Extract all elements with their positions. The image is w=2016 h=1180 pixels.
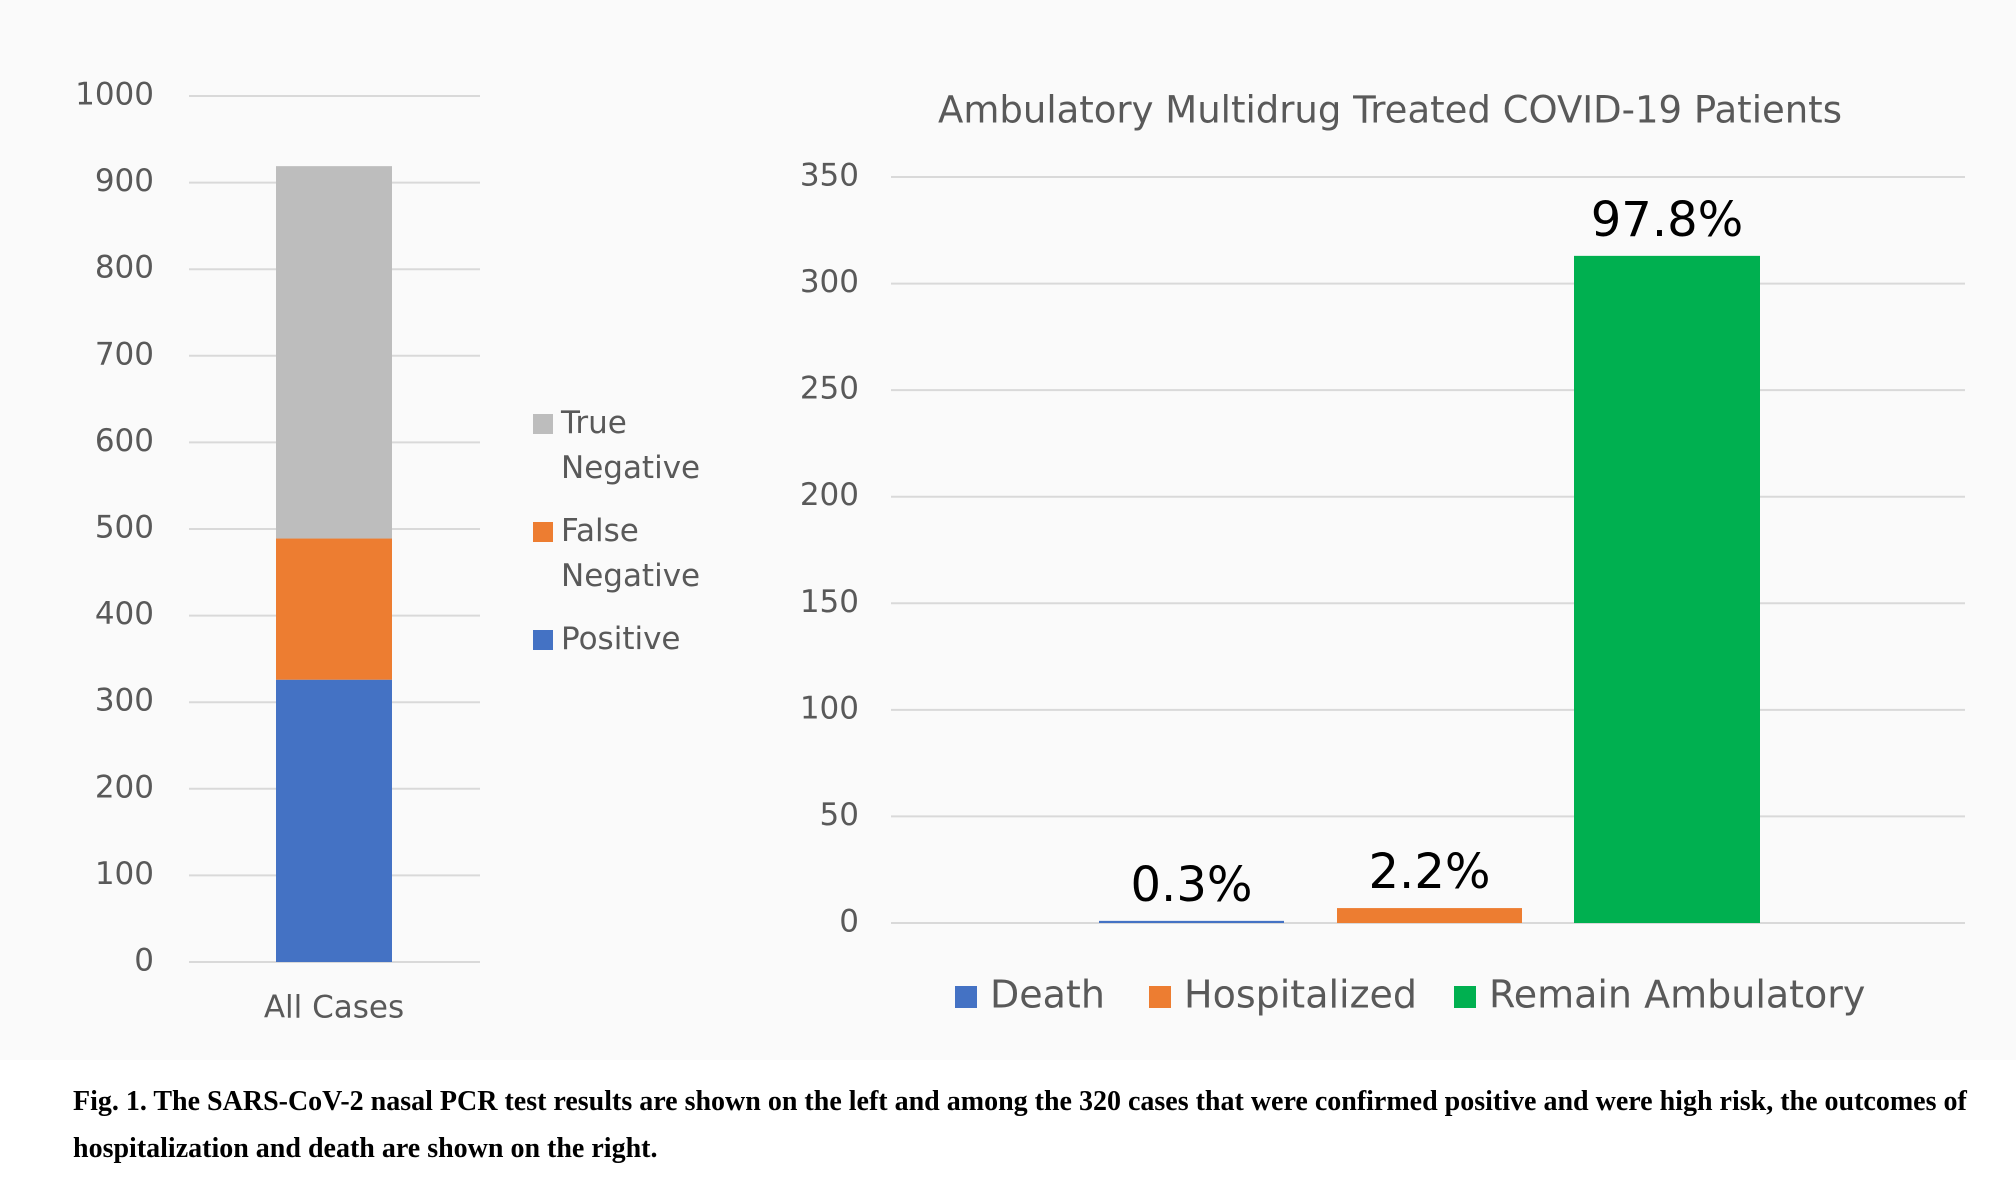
data-label: 2.2% [1369,844,1491,900]
y-tick-label: 250 [800,371,859,407]
legend-swatch [533,522,553,542]
legend-label: Remain Ambulatory [1489,973,1865,1017]
bar-segment [276,538,392,680]
bar-segment [276,679,392,962]
y-tick-label: 150 [800,584,859,620]
legend-label: Positive [561,621,681,657]
y-tick-label: 600 [95,423,154,459]
data-label: 0.3% [1131,857,1253,913]
legend-swatch [533,414,553,434]
y-tick-label: 100 [95,856,154,892]
legend-swatch [955,986,977,1008]
legend-label: Hospitalized [1184,973,1417,1017]
y-tick-label: 50 [820,797,859,833]
bar [1337,908,1522,923]
y-tick-label: 100 [800,690,859,726]
y-tick-label: 800 [95,250,154,286]
y-tick-label: 0 [839,904,859,940]
bar [1099,920,1284,923]
y-tick-label: 300 [800,264,859,300]
y-tick-label: 350 [800,158,859,194]
y-tick-label: 200 [95,769,154,805]
x-tick-label: All Cases [264,990,404,1026]
y-tick-label: 1000 [75,77,154,113]
figure-caption: Fig. 1. The SARS-CoV-2 nasal PCR test re… [73,1086,1967,1164]
y-tick-label: 200 [800,477,859,513]
y-tick-label: 400 [95,596,154,632]
y-tick-label: 300 [95,683,154,719]
bar [1574,255,1760,923]
legend-swatch [1454,986,1476,1008]
legend-label: Death [990,973,1105,1017]
y-tick-label: 500 [95,510,154,546]
data-label: 97.8% [1591,192,1743,248]
legend-label: True Negative [560,405,700,486]
chart-title: Ambulatory Multidrug Treated COVID-19 Pa… [938,89,1842,132]
y-tick-label: 700 [95,336,154,372]
legend-swatch [1149,986,1171,1008]
y-tick-label: 0 [134,943,154,979]
bar-segment [276,166,392,539]
legend-label: False Negative [561,513,700,594]
y-tick-label: 900 [95,163,154,199]
legend-swatch [533,630,553,650]
